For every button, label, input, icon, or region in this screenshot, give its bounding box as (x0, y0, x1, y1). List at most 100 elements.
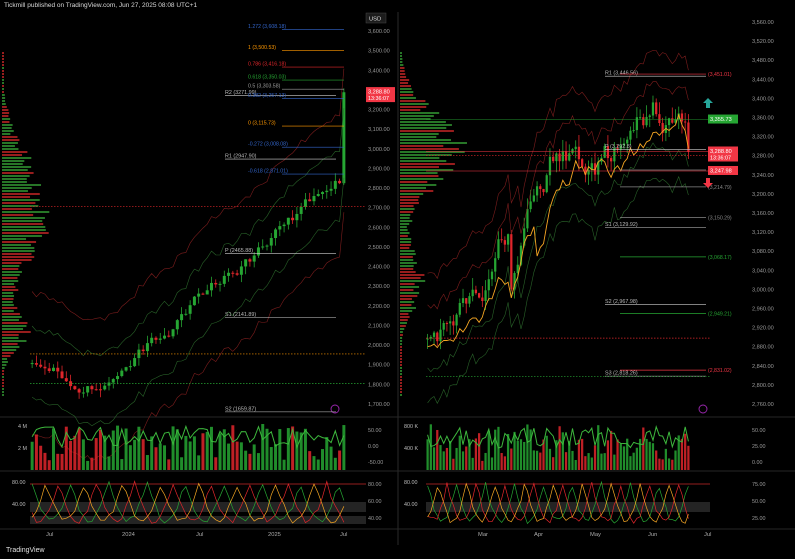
time-tick-label: Jul (704, 532, 711, 538)
candle-body (532, 195, 535, 202)
volume-bar (303, 428, 307, 470)
oscillator-left-tick: 40.00 (12, 502, 26, 508)
price-tick-label: 1,700.00 (368, 402, 390, 408)
volume-profile-bar (2, 340, 27, 342)
candle-body (274, 229, 278, 239)
volume-profile-bar (2, 328, 24, 330)
candle-body (303, 199, 307, 207)
volume-profile-bar (2, 322, 28, 324)
volume-bar (539, 452, 542, 470)
candles (30, 88, 346, 399)
candle-body (94, 389, 98, 391)
candle-body (64, 378, 68, 382)
volume-right-tick: 0.00 (368, 444, 379, 450)
time-tick-label: Jul (196, 532, 203, 538)
oscillator-right-tick: 60.00 (368, 499, 382, 505)
volume-profile-bar (400, 349, 402, 351)
volume-profile-bar (400, 124, 452, 126)
price-tick-label: 3,200.00 (368, 108, 390, 114)
target-label: (3,451.01) (708, 72, 732, 78)
price-tick-label: 3,280.00 (752, 154, 774, 160)
volume-bar (299, 432, 303, 470)
volume-profile-bar (400, 337, 403, 339)
volume-profile-bar (400, 82, 409, 84)
volume-profile-bar (2, 169, 28, 171)
volume-bar (458, 435, 461, 470)
volume-bar (150, 436, 154, 470)
volume-profile-bar (400, 316, 410, 318)
candle-body (638, 117, 642, 119)
candle-body (449, 321, 452, 324)
fib-label: 1.272 (3,608.18) (248, 24, 286, 30)
price-tick-label: 2,000.00 (368, 343, 390, 349)
volume-profile-bar (2, 310, 14, 312)
candle-body (116, 376, 120, 380)
candle-body (342, 92, 346, 184)
volume-profile-bar (400, 70, 405, 72)
volume-profile-bar (2, 388, 4, 390)
volume-profile-bar (2, 127, 12, 129)
volume-bar (86, 460, 90, 470)
price-tick-label: 1,800.00 (368, 382, 390, 388)
volume-profile-bar (2, 373, 4, 375)
candle-body (651, 102, 655, 116)
candle-body (312, 196, 316, 202)
candle-body (655, 102, 658, 115)
candle-body (474, 289, 478, 294)
volume-bar (687, 445, 690, 470)
volume-bar (278, 429, 282, 470)
volume-bar (622, 446, 626, 470)
volume-profile-bar (2, 61, 4, 63)
volume-left-tick: 400 K (404, 446, 418, 452)
volume-left-tick: 4 M (18, 424, 27, 430)
band-line (427, 81, 689, 310)
candle-body (308, 199, 312, 202)
price-tag-value: 3,288.80 (710, 149, 732, 155)
candle-body (60, 371, 64, 379)
down-arrow-icon (703, 178, 713, 188)
candle-body (658, 114, 661, 124)
volume-profile-bar (2, 265, 20, 267)
volume-bar (197, 455, 201, 470)
volume-profile-bar (2, 208, 32, 210)
volume-bar (477, 433, 481, 470)
volume-bar (568, 441, 571, 470)
volume-bar (274, 444, 278, 470)
candle-body (477, 293, 481, 298)
volume-profile-bar (400, 358, 402, 360)
candle-body (645, 116, 648, 126)
price-tick-label: 3,120.00 (752, 230, 774, 236)
volume-bar (658, 458, 661, 470)
volume-profile-bar (2, 268, 19, 270)
volume-profile-bar (2, 226, 46, 228)
fib-label: 0.786 (3,416.18) (248, 62, 286, 68)
volume-right-tick: -50.00 (368, 460, 383, 466)
candle-body (490, 271, 494, 280)
volume-profile-bar (400, 142, 467, 144)
volume-profile-bar (400, 262, 417, 264)
chart-canvas[interactable]: 3,600.003,500.003,400.003,300.003,200.00… (0, 0, 795, 545)
oscillator-line (31, 482, 345, 524)
volume-bar (474, 438, 478, 470)
volume-bar (252, 444, 256, 470)
price-axis: 3,560.00 3,520.00 3,480.00 3,440.00 3,400.00… (752, 20, 774, 408)
volume-bar (526, 424, 529, 470)
volume-profile-bar (2, 157, 32, 159)
oscillator-right-tick: 75.00 (752, 482, 766, 488)
volume-bar (248, 453, 252, 470)
volume-profile-bar (2, 112, 10, 114)
volume-profile-bar (2, 211, 50, 213)
currency-badge (365, 12, 387, 24)
volume-profile-bar (400, 331, 403, 333)
price-tick-label: 2,700.00 (368, 206, 390, 212)
volume-profile-bar (2, 376, 4, 378)
volume-oscillator-line (31, 424, 345, 450)
candle-body (494, 258, 497, 272)
volume-bar (436, 429, 439, 470)
price-tick-label: 2,880.00 (752, 345, 774, 351)
tradingview-brand[interactable]: TradingView (6, 547, 45, 554)
candle-body (432, 332, 436, 337)
candle-body (619, 145, 622, 150)
volume-bar (321, 449, 325, 470)
band-line (427, 50, 689, 279)
